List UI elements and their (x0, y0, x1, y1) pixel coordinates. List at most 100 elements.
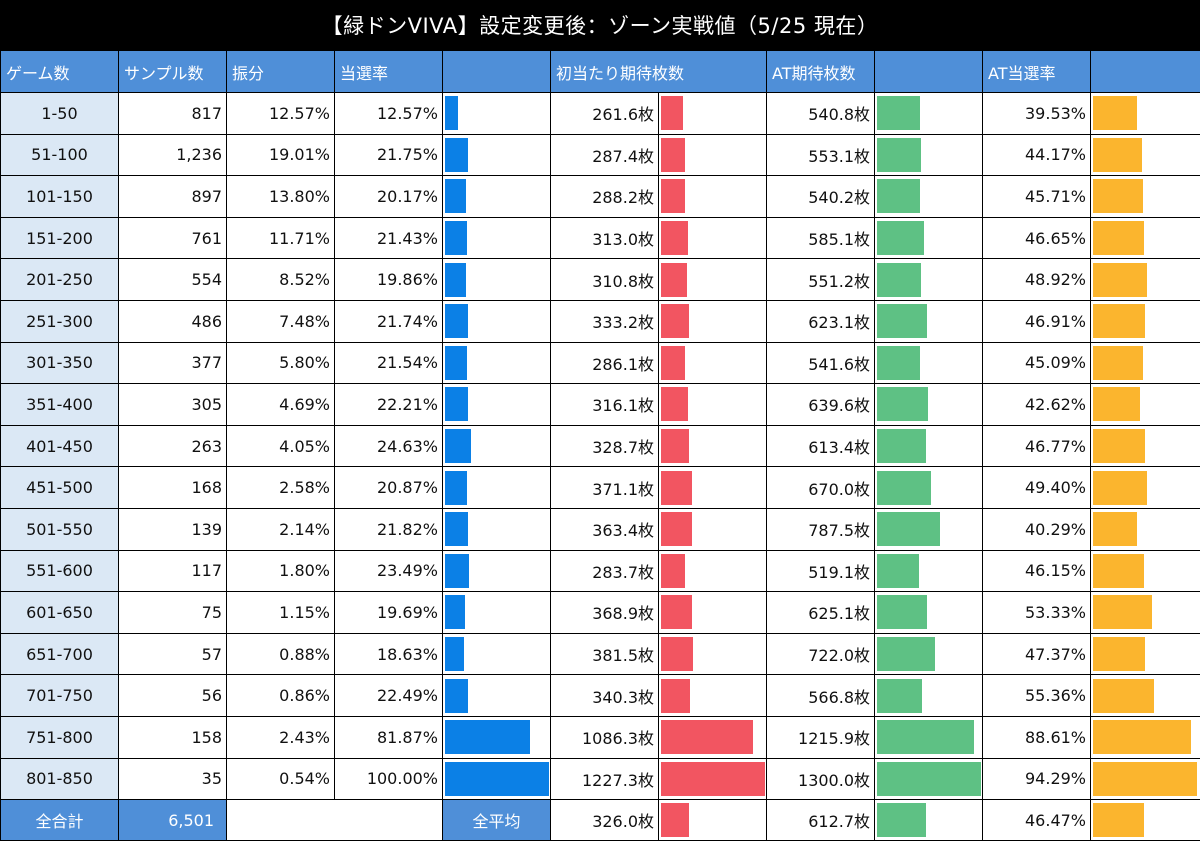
first-hit-bar (661, 262, 687, 297)
at-medals-cell: 585.1枚 (766, 216, 876, 260)
share-cell: 13.80% (226, 175, 335, 218)
at-medals-cell: 519.1枚 (766, 549, 876, 593)
share-cell: 0.86% (226, 674, 335, 717)
hit-rate-cell: 23.49% (334, 549, 443, 593)
hit-rate-cell: 19.86% (334, 258, 443, 301)
first-hit-bar (661, 304, 689, 339)
zone-cell: 601-650 (0, 591, 119, 634)
at-medals-cell: 623.1枚 (766, 299, 876, 343)
hit-rate-cell: 21.74% (334, 299, 443, 343)
samples-cell: 486 (118, 299, 227, 343)
hit-rate-cell: 19.69% (334, 591, 443, 634)
at-rate-cell: 42.62% (982, 383, 1092, 426)
at-medals-bar (877, 304, 928, 339)
header-row: ゲーム数 サンプル数 振分 当選率 初当たり期待枚数 AT期待枚数 AT当選率 (0, 50, 1200, 93)
at-medals-cell: 1300.0枚 (766, 757, 876, 801)
total-label: 全合計 (0, 799, 119, 842)
header-at-rate: AT当選率 (982, 50, 1092, 93)
at-rate-bar (1093, 553, 1145, 588)
at-medals-bar (877, 761, 982, 796)
first-hit-cell: 261.6枚 (550, 92, 659, 135)
first-hit-cell: 333.2枚 (550, 299, 659, 343)
first-hit-bar (661, 595, 692, 630)
zone-cell: 301-350 (0, 341, 119, 385)
at-rate-cell: 45.09% (982, 341, 1092, 385)
share-cell: 0.54% (226, 757, 335, 801)
share-cell: 2.58% (226, 466, 335, 509)
at-rate-cell: 55.36% (982, 674, 1092, 717)
at-rate-bar (1093, 345, 1144, 380)
at-medals-bar (877, 262, 922, 297)
header-at-medals-bar (874, 50, 984, 93)
hit-rate-bar (445, 304, 468, 339)
hit-rate-bar (445, 96, 458, 131)
zone-cell: 751-800 (0, 715, 119, 759)
at-medals-cell: 540.8枚 (766, 92, 876, 135)
at-medals-bar (877, 387, 929, 422)
table-row: 51-100 1,236 19.01% 21.75% 287.4枚 553.1枚 44.17… (0, 133, 1200, 177)
first-hit-cell: 368.9枚 (550, 591, 659, 634)
hit-rate-bar (445, 221, 467, 256)
samples-cell: 56 (118, 674, 227, 717)
zone-cell: 451-500 (0, 466, 119, 509)
first-hit-bar (661, 429, 689, 464)
share-cell: 4.05% (226, 424, 335, 468)
average-at-medals: 612.7枚 (766, 799, 876, 842)
table-row: 451-500 168 2.58% 20.87% 371.1枚 670.0枚 49.40% (0, 466, 1200, 509)
zone-cell: 201-250 (0, 258, 119, 301)
first-hit-bar (661, 678, 690, 713)
first-hit-bar (661, 761, 765, 796)
average-first-hit-bar (661, 803, 689, 838)
at-rate-bar (1093, 387, 1141, 422)
at-rate-bar (1093, 678, 1155, 713)
at-medals-cell: 787.5枚 (766, 507, 876, 551)
table-row: 501-550 139 2.14% 21.82% 363.4枚 787.5枚 40.29% (0, 507, 1200, 551)
share-cell: 2.43% (226, 715, 335, 759)
header-samples: サンプル数 (118, 50, 227, 93)
hit-rate-cell: 21.54% (334, 341, 443, 385)
samples-cell: 139 (118, 507, 227, 551)
first-hit-bar (661, 553, 685, 588)
zone-cell: 501-550 (0, 507, 119, 551)
header-hit-rate: 当選率 (334, 50, 443, 93)
zone-cell: 351-400 (0, 383, 119, 426)
at-rate-cell: 47.37% (982, 632, 1092, 676)
hit-rate-cell: 21.75% (334, 133, 443, 177)
at-rate-cell: 46.15% (982, 549, 1092, 593)
at-medals-bar (877, 345, 921, 380)
page-title: 【緑ドンVIVA】設定変更後：ゾーン実戦値（5/25 現在） (0, 0, 1200, 50)
hit-rate-bar (445, 678, 468, 713)
at-medals-cell: 541.6枚 (766, 341, 876, 385)
at-rate-bar (1093, 470, 1148, 505)
share-cell: 19.01% (226, 133, 335, 177)
at-medals-bar (877, 137, 922, 172)
at-rate-cell: 40.29% (982, 507, 1092, 551)
samples-cell: 168 (118, 466, 227, 509)
at-rate-cell: 45.71% (982, 175, 1092, 218)
at-medals-bar (877, 221, 925, 256)
at-medals-cell: 722.0枚 (766, 632, 876, 676)
at-rate-bar (1093, 221, 1145, 256)
table-row: 351-400 305 4.69% 22.21% 316.1枚 639.6枚 42.62% (0, 383, 1200, 426)
first-hit-cell: 1227.3枚 (550, 757, 659, 801)
share-cell: 11.71% (226, 216, 335, 260)
share-cell: 4.69% (226, 383, 335, 426)
at-medals-bar (877, 720, 975, 755)
at-medals-bar (877, 512, 941, 547)
samples-cell: 554 (118, 258, 227, 301)
first-hit-bar (661, 637, 693, 672)
at-rate-cell: 46.77% (982, 424, 1092, 468)
total-blank (226, 799, 443, 842)
zone-cell: 801-850 (0, 757, 119, 801)
zone-cell: 701-750 (0, 674, 119, 717)
at-rate-bar (1093, 179, 1144, 214)
at-medals-bar (877, 595, 928, 630)
table-row: 601-650 75 1.15% 19.69% 368.9枚 625.1枚 53.33% (0, 591, 1200, 634)
at-rate-cell: 88.61% (982, 715, 1092, 759)
zone-cell: 151-200 (0, 216, 119, 260)
first-hit-bar (661, 137, 685, 172)
first-hit-bar (661, 470, 692, 505)
at-medals-bar (877, 553, 920, 588)
at-medals-bar (877, 96, 921, 131)
first-hit-bar (661, 345, 685, 380)
